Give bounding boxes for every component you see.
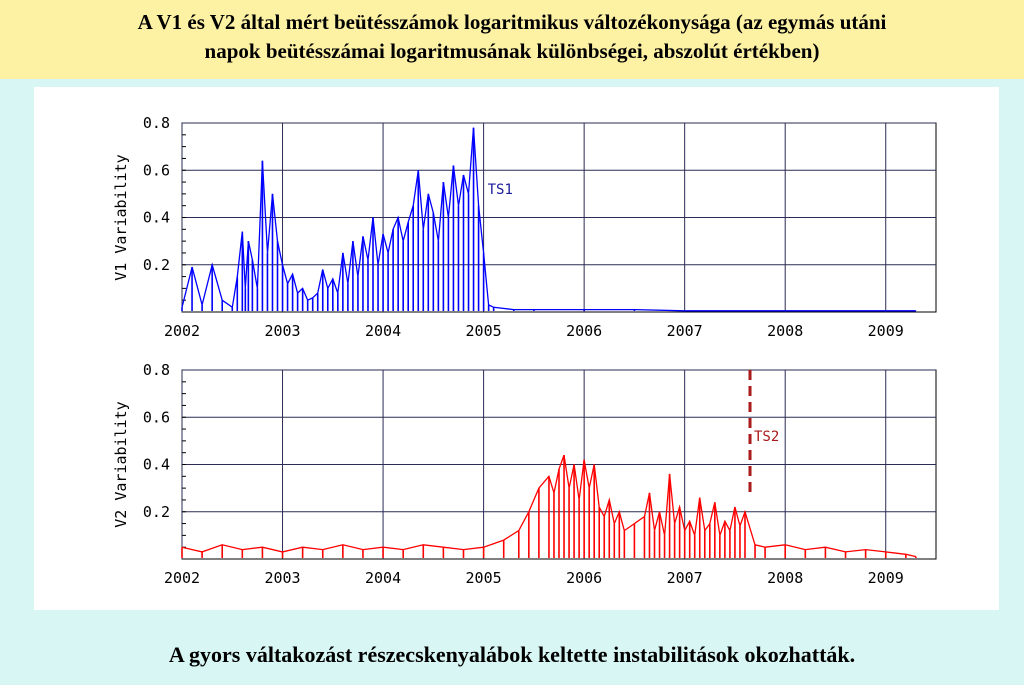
charts-panel: 2002 2003 2004 2005 2006 2007 2008 2009 0.2 0.4 0.… (34, 87, 999, 610)
v1-ylabel: V1 Variability (112, 154, 130, 280)
v2-ytick-label: 0.6 (143, 408, 170, 426)
v2-annotation: TS2 (754, 429, 779, 445)
v2-xtick-label: 2005 (466, 569, 502, 587)
v1-xtick-label: 2009 (868, 322, 904, 340)
v2-xtick-label: 2002 (164, 569, 200, 587)
v2-ytick-label: 0.4 (143, 456, 170, 474)
v1-xtick-label: 2008 (767, 322, 803, 340)
title-banner: A V1 és V2 által mért beütésszámok logar… (0, 0, 1024, 79)
v2-xtick-label: 2008 (767, 569, 803, 587)
v1-ytick-label: 0.2 (143, 256, 170, 274)
v2-ylabel: V2 Variability (112, 401, 130, 527)
v2-ytick-label: 0.8 (143, 361, 170, 379)
v2-series-line (181, 454, 917, 558)
v1-xtick-label: 2006 (566, 322, 602, 340)
title-line-2: napok beütésszámai logaritmusának különb… (204, 39, 820, 63)
title-line-1: A V1 és V2 által mért beütésszámok logar… (137, 10, 887, 34)
v1-xtick-label: 2004 (365, 322, 401, 340)
v1-ytick-label: 0.4 (143, 209, 170, 227)
v2-xtick-label: 2006 (566, 569, 602, 587)
v2-ytick-label: 0.2 (143, 503, 170, 521)
v2-xtick-label: 2003 (264, 569, 300, 587)
v1-xtick-label: 2007 (667, 322, 703, 340)
v1-annotation: TS1 (488, 182, 513, 198)
v2-xtick-label: 2004 (365, 569, 401, 587)
v1-xtick-label: 2002 (164, 322, 200, 340)
v2-xtick-label: 2007 (667, 569, 703, 587)
v1-ytick-label: 0.6 (143, 161, 170, 179)
charts-svg: 2002 2003 2004 2005 2006 2007 2008 2009 0.2 0.4 0.… (112, 114, 937, 587)
v2-xtick-label: 2009 (868, 569, 904, 587)
caption: A gyors váltakozást részecskenyalábok ke… (168, 642, 856, 667)
v1-xtick-label: 2005 (466, 322, 502, 340)
v1-xtick-label: 2003 (264, 322, 300, 340)
v1-ytick-label: 0.8 (143, 114, 170, 132)
